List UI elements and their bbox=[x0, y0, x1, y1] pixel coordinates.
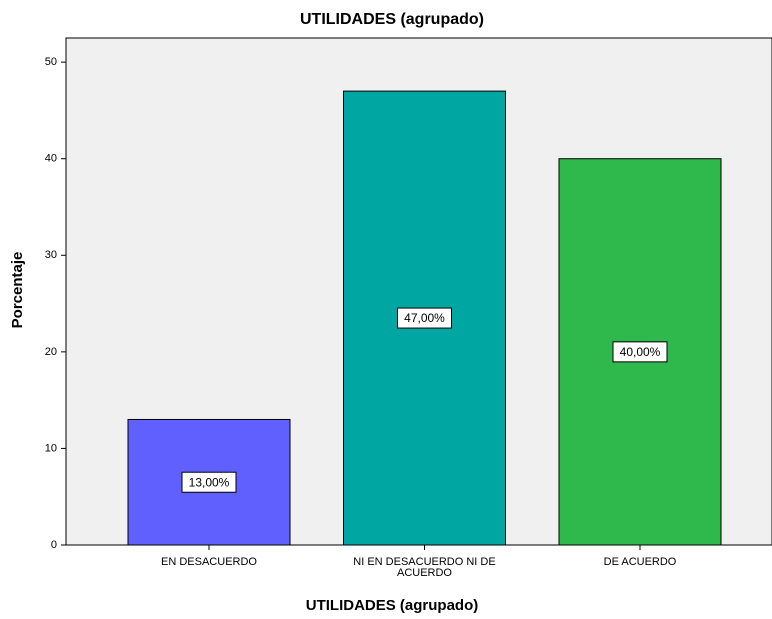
y-tick-label: 20 bbox=[45, 346, 57, 358]
value-label-box bbox=[612, 341, 668, 363]
y-tick-label: 0 bbox=[51, 539, 57, 551]
y-axis-label: Porcentaje bbox=[9, 252, 26, 329]
x-axis-label: UTILIDADES (agrupado) bbox=[306, 597, 479, 614]
value-label: 13,00% bbox=[189, 475, 230, 489]
y-tick-label: 10 bbox=[45, 442, 57, 454]
chart-title: UTILIDADES (agrupado) bbox=[300, 11, 484, 28]
value-label: 40,00% bbox=[620, 345, 661, 359]
y-tick-label: 30 bbox=[45, 249, 57, 261]
y-tick-label: 40 bbox=[45, 153, 57, 165]
x-tick-label: NI EN DESACUERDO NI DE ACUERDO bbox=[353, 556, 496, 579]
y-tick-label: 50 bbox=[45, 56, 57, 68]
x-tick-label: EN DESACUERDO bbox=[161, 556, 257, 568]
x-tick-label: DE ACUERDO bbox=[603, 556, 677, 568]
value-label-box bbox=[397, 307, 452, 329]
value-label: 47,00% bbox=[404, 311, 445, 325]
value-label-box bbox=[181, 471, 237, 493]
